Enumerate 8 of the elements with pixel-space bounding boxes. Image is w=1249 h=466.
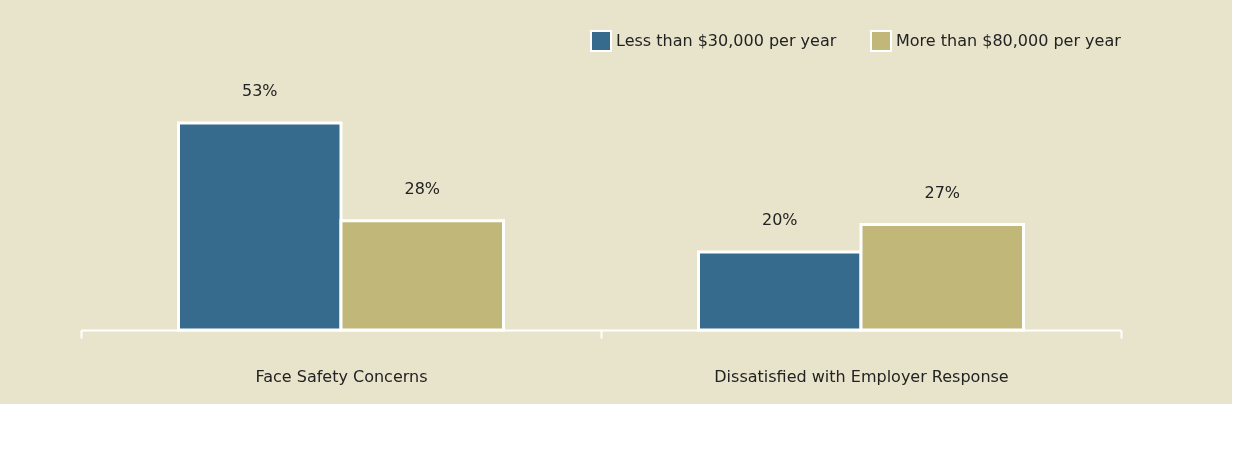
data-label: 53% [241, 81, 278, 101]
x-tick-label: Face Safety Concerns [255, 366, 428, 386]
x-tick-label: Dissatisfied with Employer Response [714, 366, 1009, 386]
legend-label: More than $80,000 per year [896, 31, 1122, 50]
data-label: 20% [761, 209, 798, 229]
data-label: 27% [924, 182, 961, 202]
data-label: 28% [404, 178, 441, 198]
legend-label: Less than $30,000 per year [616, 31, 837, 50]
